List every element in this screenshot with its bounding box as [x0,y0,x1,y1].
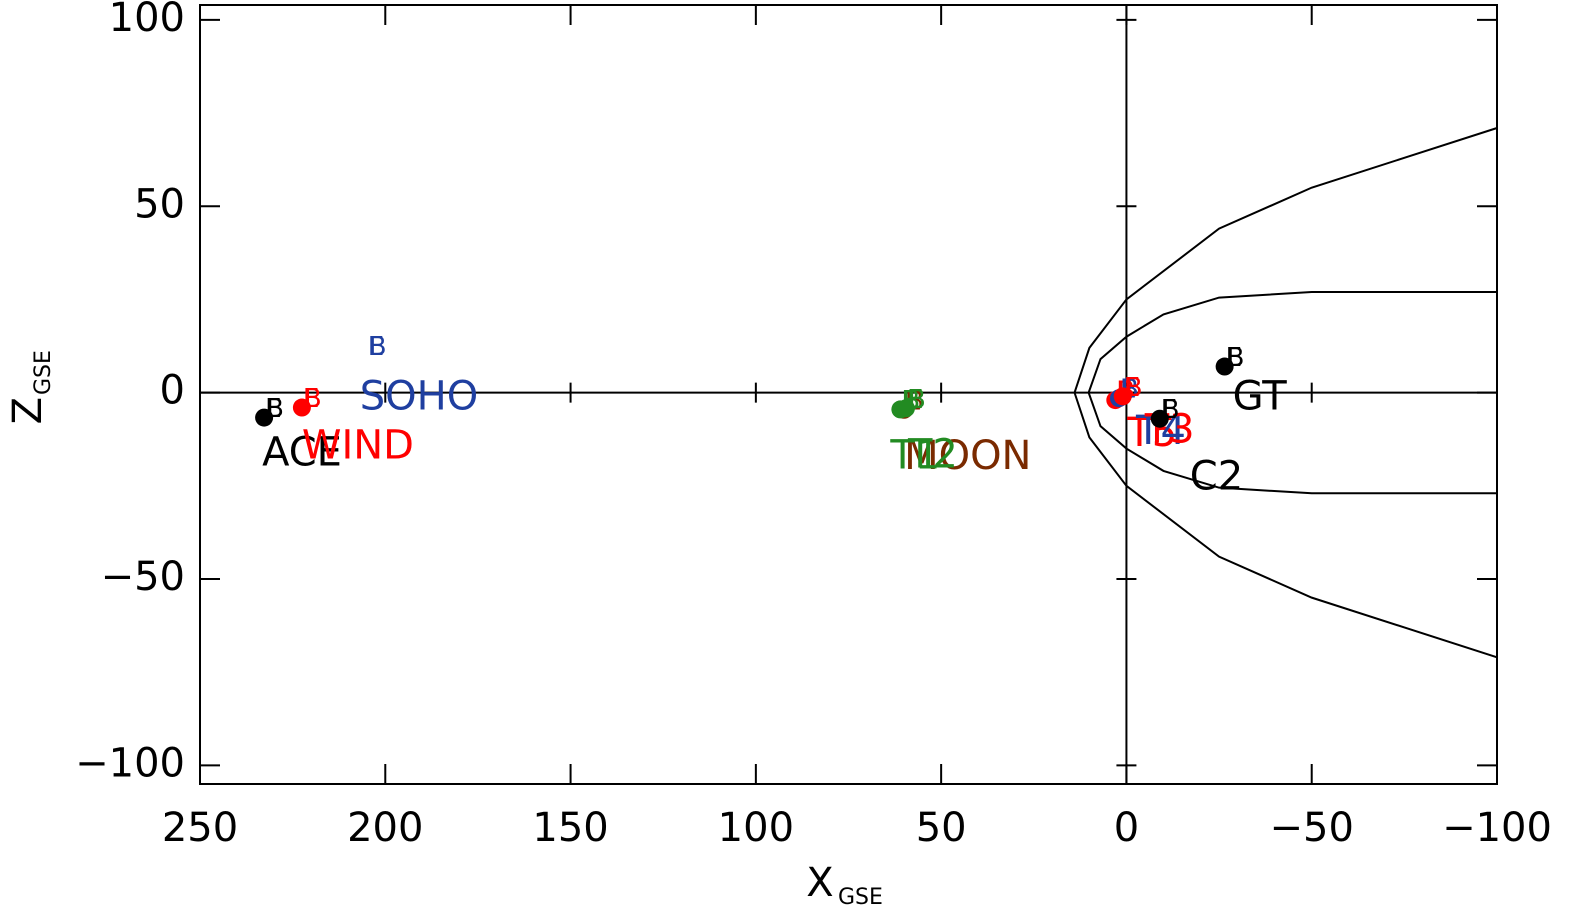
end-marker: E [1124,373,1140,403]
y-tick-label: 0 [160,368,185,414]
spacecraft-dot [1150,409,1169,428]
x-tick-label: 50 [916,805,967,851]
begin-marker: B [1125,373,1143,403]
y-tick-label: 100 [109,0,185,41]
end-marker: E [265,394,281,424]
begin-marker: B [369,332,387,362]
boundary-curve [1087,291,1497,495]
begin-marker: B [1162,395,1180,425]
x-tick-label: 0 [1114,805,1139,851]
spacecraft-label: ACE [262,430,342,476]
x-tick-label: 100 [718,805,794,851]
begin-marker: B [908,385,926,415]
spacecraft-dot [255,408,274,427]
x-tick-label: −50 [1270,805,1354,851]
x-tick-label: 250 [162,805,238,851]
x-axis-label-sub: GSE [838,885,883,910]
spacecraft-dot [1215,357,1234,376]
y-tick-label: −50 [101,554,185,600]
spacecraft-label: GT [1233,374,1288,420]
boundary-curve [1073,127,1498,659]
y-axis-label: Z [5,397,51,424]
x-tick-label: 200 [347,805,423,851]
x-tick-label: −100 [1442,805,1552,851]
begin-marker: B [266,394,284,424]
begin-marker: B [1227,343,1245,373]
y-axis-label-group: Z GSE [5,350,56,424]
spacecraft-label: SOHO [360,373,478,419]
spacecraft-label: T2 [907,431,958,477]
end-marker: E [1161,395,1177,425]
spacecraft-label: T1 [889,432,940,478]
end-marker: E [907,385,923,415]
end-marker: E [368,332,384,362]
y-tick-label: 50 [134,181,185,227]
spacecraft-label: MOON [904,433,1031,479]
end-marker: E [1226,343,1242,373]
begin-marker: B [304,384,322,414]
spacecraft-dot [896,399,915,418]
x-axis-label: X [806,860,833,906]
y-axis-label-sub: GSE [31,350,56,395]
spacecraft-label: WIND [302,423,414,469]
y-tick-label: −100 [75,740,185,786]
end-marker: E [303,384,319,414]
spacecraft-label: C2 [1190,454,1243,500]
x-tick-label: 150 [532,805,608,851]
spacecraft-dot [1113,387,1132,406]
spacecraft-dot [292,398,311,417]
